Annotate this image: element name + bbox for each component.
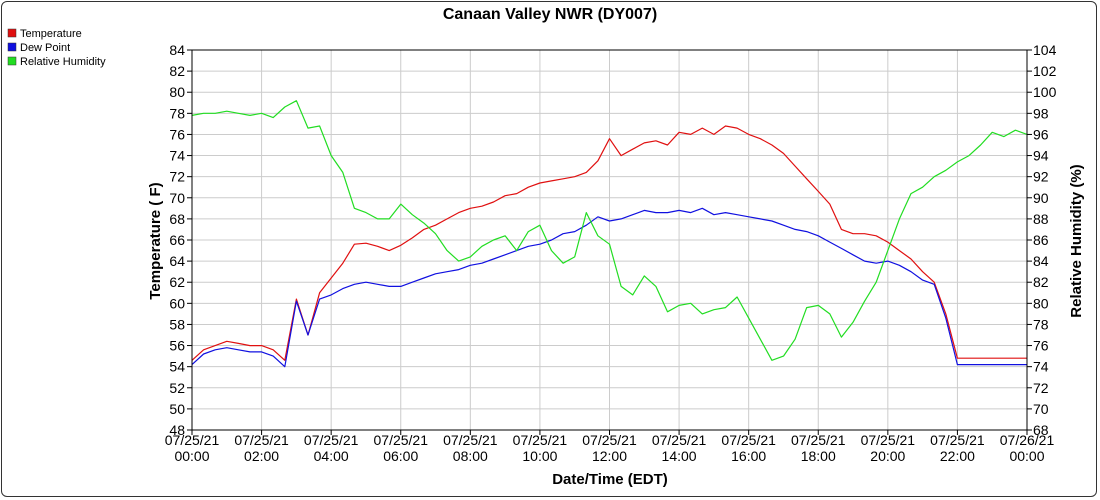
series-layer	[191, 100, 1028, 368]
grid-lines	[191, 49, 1028, 431]
right-tick-label: 100	[1033, 84, 1057, 100]
y-axis-title: Temperature ( F)	[147, 182, 164, 299]
x-tick-time-label: 02:00	[244, 448, 279, 464]
x-tick-date-label: 07/25/21	[652, 432, 707, 448]
left-axis-ticks: 48 50 52 54 56 58 60 62 64 66 68 70 72 74 76 78 80 82 84	[169, 42, 192, 438]
right-tick-label: 70	[1033, 401, 1049, 417]
right-tick-label: 88	[1033, 211, 1049, 227]
right-tick-label: 84	[1033, 253, 1049, 269]
x-tick-time-label: 06:00	[383, 448, 418, 464]
x-tick-date-label: 07/25/21	[930, 432, 985, 448]
left-tick-label: 62	[169, 274, 185, 290]
right-tick-label: 98	[1033, 105, 1049, 121]
x-tick-date-label: 07/25/21	[721, 432, 776, 448]
right-tick-label: 82	[1033, 274, 1049, 290]
x-tick-date-label: 07/25/21	[234, 432, 289, 448]
x-tick-time-label: 08:00	[453, 448, 488, 464]
x-tick-date-label: 07/25/21	[304, 432, 359, 448]
x-tick-time-label: 12:00	[592, 448, 627, 464]
left-tick-label: 72	[169, 169, 185, 185]
right-tick-label: 76	[1033, 338, 1049, 354]
legend-swatch-relative-humidity	[7, 56, 17, 66]
right-tick-label: 74	[1033, 359, 1049, 375]
right-tick-label: 72	[1033, 380, 1049, 396]
x-tick-time-label: 04:00	[314, 448, 349, 464]
x-tick-date-label: 07/25/21	[165, 432, 220, 448]
right-tick-label: 104	[1033, 42, 1057, 58]
left-tick-label: 80	[169, 84, 185, 100]
x-tick-date-label: 07/25/21	[443, 432, 498, 448]
x-tick-time-label: 22:00	[940, 448, 975, 464]
left-tick-label: 60	[169, 295, 185, 311]
left-tick-label: 74	[169, 148, 185, 164]
legend: Temperature Dew Point Relative Humidity	[7, 28, 106, 68]
x-tick-date-label: 07/25/21	[374, 432, 429, 448]
left-tick-label: 54	[169, 359, 185, 375]
right-tick-label: 102	[1033, 63, 1057, 79]
x-tick-date-label: 07/25/21	[791, 432, 846, 448]
y2-axis-title: Relative Humidity (%)	[1068, 164, 1085, 317]
right-tick-label: 92	[1033, 169, 1049, 185]
x-axis-title: Date/Time (EDT)	[552, 471, 668, 488]
x-tick-time-label: 20:00	[870, 448, 905, 464]
right-tick-label: 94	[1033, 148, 1049, 164]
series-line-temperature	[191, 125, 1027, 361]
left-tick-label: 70	[169, 190, 185, 206]
legend-label-relative-humidity: Relative Humidity	[20, 56, 106, 68]
x-tick-time-label: 16:00	[731, 448, 766, 464]
series-line-dew-point	[191, 207, 1027, 368]
right-axis-ticks: 68 70 72 74 76 78 80 82 84 86 88 90 92 94 96 98 100 102 10…	[1027, 42, 1057, 438]
x-tick-date-label: 07/25/21	[861, 432, 916, 448]
right-tick-label: 90	[1033, 190, 1049, 206]
x-tick-date-label: 07/26/21	[1000, 432, 1055, 448]
left-tick-label: 84	[169, 42, 185, 58]
legend-label-dew-point: Dew Point	[20, 42, 70, 54]
x-tick-time-label: 14:00	[662, 448, 697, 464]
x-tick-date-label: 07/25/21	[513, 432, 568, 448]
left-tick-label: 68	[169, 211, 185, 227]
left-tick-label: 58	[169, 316, 185, 332]
chart-title: Canaan Valley NWR (DY007)	[443, 6, 657, 23]
legend-swatch-dew-point	[7, 42, 17, 52]
left-tick-label: 52	[169, 380, 185, 396]
left-tick-label: 78	[169, 105, 185, 121]
x-tick-time-label: 00:00	[1009, 448, 1044, 464]
legend-label-temperature: Temperature	[20, 28, 82, 40]
left-tick-label: 66	[169, 232, 185, 248]
right-tick-label: 80	[1033, 295, 1049, 311]
x-tick-time-label: 18:00	[801, 448, 836, 464]
left-tick-label: 50	[169, 401, 185, 417]
legend-swatch-temperature	[7, 28, 17, 38]
right-tick-label: 96	[1033, 126, 1049, 142]
left-tick-label: 64	[169, 253, 185, 269]
x-tick-time-label: 10:00	[522, 448, 557, 464]
series-line-relative-humidity	[191, 100, 1028, 361]
left-tick-label: 56	[169, 338, 185, 354]
x-tick-time-label: 00:00	[174, 448, 209, 464]
x-axis-ticks: 07/25/2100:0007/25/2102:0007/25/2104:000…	[165, 430, 1055, 464]
right-tick-label: 78	[1033, 316, 1049, 332]
right-tick-label: 68	[1033, 422, 1049, 438]
left-tick-label: 76	[169, 126, 185, 142]
x-tick-date-label: 07/25/21	[582, 432, 637, 448]
right-tick-label: 86	[1033, 232, 1049, 248]
left-tick-label: 48	[169, 422, 185, 438]
left-tick-label: 82	[169, 63, 185, 79]
